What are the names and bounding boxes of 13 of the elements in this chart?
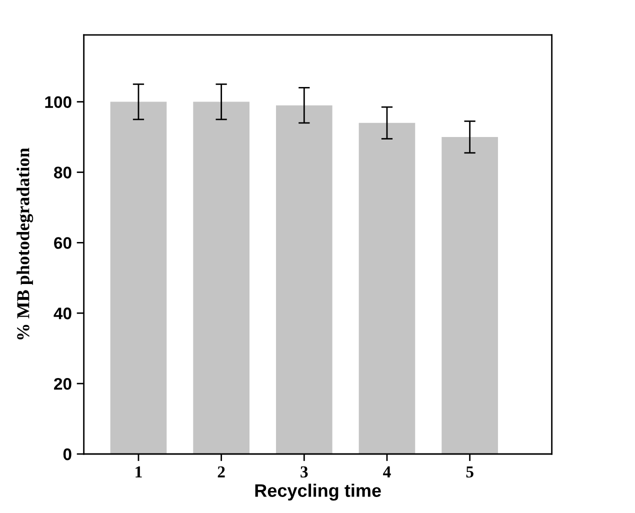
x-tick-label: 4 xyxy=(383,466,391,478)
x-tick-label: 3 xyxy=(300,466,308,478)
y-tick-label: 100 xyxy=(45,96,72,108)
y-tick-label: 40 xyxy=(54,308,72,320)
y-tick-label: 80 xyxy=(54,166,72,178)
x-tick-label: 2 xyxy=(218,466,225,478)
y-tick-label: 60 xyxy=(54,237,72,249)
x-tick-label: 5 xyxy=(466,466,474,478)
x-axis-title: Recycling time xyxy=(255,484,381,501)
y-axis-title: % MB photodegradation xyxy=(16,148,34,340)
x-tick-label: 1 xyxy=(136,466,142,478)
y-tick-label: 20 xyxy=(54,378,72,390)
y-tick-label: 0 xyxy=(63,448,72,460)
